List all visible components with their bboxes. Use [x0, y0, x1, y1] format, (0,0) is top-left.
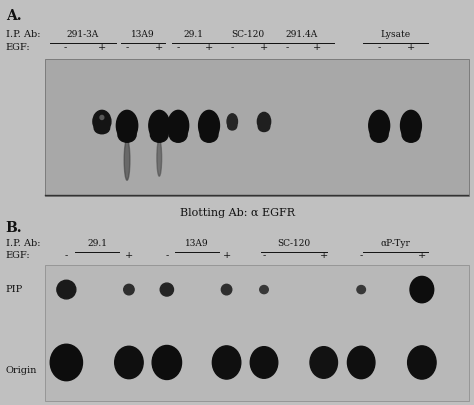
- Ellipse shape: [408, 346, 436, 379]
- Ellipse shape: [228, 122, 237, 130]
- Ellipse shape: [117, 110, 137, 141]
- Text: +: +: [418, 252, 426, 260]
- Text: -: -: [165, 252, 168, 260]
- Ellipse shape: [221, 284, 232, 295]
- Text: -: -: [360, 252, 363, 260]
- Text: -: -: [177, 43, 180, 52]
- Text: Blotting Ab: α EGFR: Blotting Ab: α EGFR: [180, 208, 294, 217]
- Ellipse shape: [115, 346, 143, 379]
- Text: -: -: [231, 43, 234, 52]
- Ellipse shape: [150, 127, 168, 142]
- Ellipse shape: [250, 347, 278, 378]
- Ellipse shape: [57, 280, 76, 299]
- Text: 13A9: 13A9: [185, 239, 209, 247]
- Text: EGF:: EGF:: [6, 43, 30, 52]
- Ellipse shape: [212, 346, 241, 379]
- Text: +: +: [312, 43, 321, 52]
- Ellipse shape: [258, 122, 270, 132]
- Ellipse shape: [157, 140, 162, 176]
- Text: B.: B.: [6, 221, 22, 235]
- Text: -: -: [378, 43, 381, 52]
- Text: -: -: [286, 43, 289, 52]
- Text: I.P. Ab:: I.P. Ab:: [6, 239, 40, 247]
- Ellipse shape: [152, 345, 182, 379]
- Text: +: +: [260, 43, 268, 52]
- Text: 13A9: 13A9: [131, 30, 155, 39]
- Text: +: +: [98, 43, 106, 52]
- Ellipse shape: [199, 110, 219, 141]
- Text: 291.4A: 291.4A: [285, 30, 318, 39]
- Text: 29.1: 29.1: [87, 239, 107, 247]
- Text: +: +: [125, 252, 133, 260]
- Text: -: -: [65, 252, 68, 260]
- Ellipse shape: [369, 110, 390, 141]
- Text: SC-120: SC-120: [231, 30, 264, 39]
- Ellipse shape: [227, 114, 237, 129]
- Text: +: +: [205, 43, 213, 52]
- Ellipse shape: [100, 115, 104, 119]
- Ellipse shape: [357, 286, 365, 294]
- Ellipse shape: [149, 110, 170, 141]
- Text: Lysate: Lysate: [381, 30, 411, 39]
- Text: -: -: [64, 43, 67, 52]
- Ellipse shape: [94, 123, 109, 134]
- Ellipse shape: [402, 127, 420, 142]
- Ellipse shape: [200, 127, 218, 142]
- Ellipse shape: [310, 347, 337, 378]
- Ellipse shape: [401, 110, 421, 141]
- Ellipse shape: [124, 140, 130, 180]
- Text: PIP: PIP: [6, 285, 23, 294]
- Bar: [45, 59, 469, 196]
- Ellipse shape: [347, 346, 375, 379]
- Text: Origin: Origin: [6, 366, 37, 375]
- Text: -: -: [126, 43, 128, 52]
- Text: αP-Tyr: αP-Tyr: [381, 239, 411, 247]
- Ellipse shape: [124, 284, 134, 295]
- Text: A.: A.: [6, 9, 21, 23]
- Text: +: +: [319, 252, 328, 260]
- Ellipse shape: [50, 344, 82, 381]
- Ellipse shape: [169, 127, 187, 142]
- Text: -: -: [263, 252, 265, 260]
- Ellipse shape: [160, 283, 173, 296]
- Ellipse shape: [93, 111, 111, 133]
- Text: +: +: [407, 43, 415, 52]
- Text: SC-120: SC-120: [277, 239, 310, 247]
- Ellipse shape: [257, 112, 271, 130]
- Ellipse shape: [168, 110, 189, 141]
- Text: +: +: [222, 252, 231, 260]
- Text: 29.1: 29.1: [183, 30, 203, 39]
- Text: 291-3A: 291-3A: [67, 30, 99, 39]
- Text: +: +: [155, 43, 164, 52]
- Bar: [45, 265, 469, 401]
- Ellipse shape: [370, 127, 388, 142]
- Text: EGF:: EGF:: [6, 252, 30, 260]
- Text: I.P. Ab:: I.P. Ab:: [6, 30, 40, 39]
- Ellipse shape: [410, 276, 434, 303]
- Ellipse shape: [260, 286, 268, 294]
- Ellipse shape: [118, 127, 136, 142]
